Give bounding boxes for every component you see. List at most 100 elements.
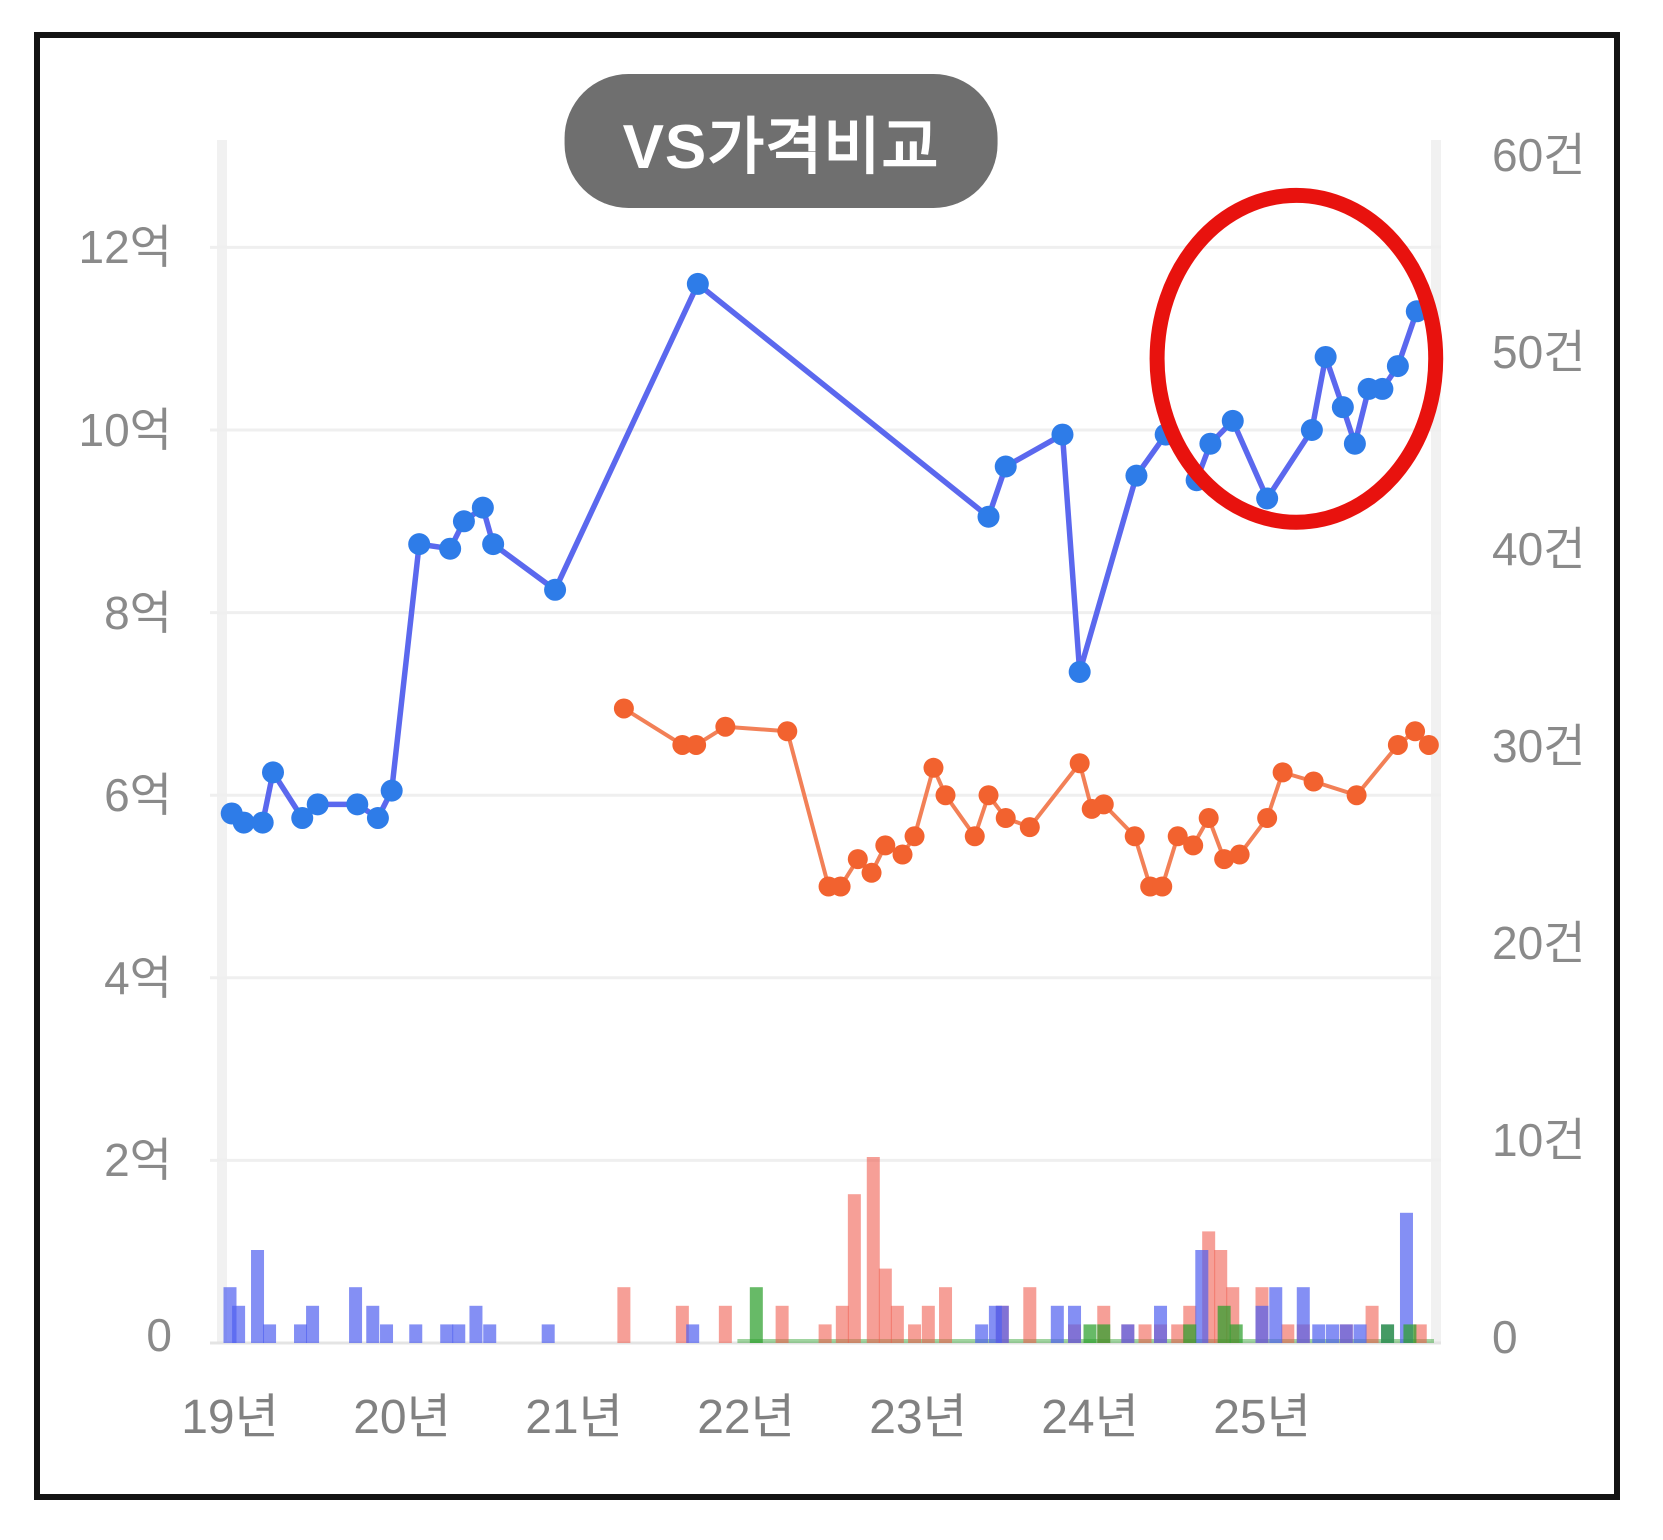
orange-price-line-marker <box>995 808 1016 829</box>
orange-price-line-marker <box>935 785 956 806</box>
x-axis-year-label: 23년 <box>869 1391 967 1444</box>
image-border-frame <box>34 32 1620 1500</box>
blue-bars-bar <box>686 1324 700 1343</box>
orange-price-line-marker <box>978 785 999 806</box>
blue-price-line-marker <box>1343 432 1366 455</box>
blue-price-line-marker <box>1300 419 1323 441</box>
blue-price-line-marker <box>452 510 475 533</box>
red-bars-bar <box>835 1305 849 1343</box>
orange-price-line-marker <box>1167 826 1188 847</box>
blue-bars-bar <box>232 1305 246 1343</box>
red-bars-bar <box>921 1305 935 1343</box>
blue-price-line-marker <box>1371 377 1394 400</box>
x-axis-year-label: 25년 <box>1213 1391 1311 1444</box>
orange-price-line-marker <box>613 698 634 719</box>
blue-bars-bar <box>975 1324 989 1343</box>
orange-price-line-marker <box>1346 785 1367 806</box>
blue-bars-bar <box>483 1324 497 1343</box>
green-bars-bar <box>1183 1324 1197 1343</box>
orange-price-line-marker <box>1124 826 1145 847</box>
blue-bars-bar <box>1326 1324 1340 1343</box>
orange-price-line-marker <box>1272 762 1293 783</box>
plot-left-edge-band <box>217 140 227 1343</box>
blue-price-line-marker <box>251 811 274 834</box>
blue-bars-bar <box>1050 1305 1064 1343</box>
blue-bars-bar <box>251 1250 265 1343</box>
x-axis-year-label: 20년 <box>353 1391 451 1444</box>
blue-bars-bar <box>1195 1250 1209 1343</box>
blue-price-line-marker <box>1221 409 1244 432</box>
blue-bars-bar <box>1353 1324 1367 1343</box>
blue-bars-bar <box>1339 1324 1353 1343</box>
orange-price-line-marker <box>1257 808 1278 829</box>
blue-bars-bar <box>306 1305 320 1343</box>
blue-bars-bar <box>995 1305 1009 1343</box>
green-bars-bar <box>1097 1324 1111 1343</box>
y-axis-right-label: 60건 <box>1492 129 1586 181</box>
blue-bars-bar <box>1269 1287 1283 1343</box>
blue-price-line-marker <box>366 807 389 830</box>
y-axis-right-label: 20건 <box>1492 917 1586 969</box>
orange-price-line-marker <box>847 849 868 870</box>
y-axis-right-label: 50건 <box>1492 326 1586 378</box>
blue-bars-bar <box>440 1324 454 1343</box>
red-bars-bar <box>890 1305 904 1343</box>
blue-price-line-marker <box>232 811 255 834</box>
blue-price-line-marker <box>1199 432 1222 455</box>
y-axis-left-label: 0 <box>146 1309 172 1361</box>
y-axis-right-label: 10건 <box>1492 1114 1586 1166</box>
green-bars-bar <box>1381 1324 1395 1343</box>
blue-bars-bar <box>1154 1305 1168 1343</box>
blue-price-line-marker <box>1051 423 1074 446</box>
orange-price-line-marker <box>686 734 707 755</box>
blue-bars-bar <box>1255 1305 1269 1343</box>
blue-price-line-marker <box>1386 355 1409 378</box>
y-axis-right-label: 40건 <box>1492 523 1586 575</box>
y-axis-left-label: 2억 <box>104 1134 172 1187</box>
blue-price-line-marker <box>408 533 431 556</box>
blue-bars-bar <box>380 1324 394 1343</box>
orange-price-line-marker <box>1198 808 1219 829</box>
orange-price-line-marker <box>904 826 925 847</box>
red-bars-bar <box>908 1324 922 1343</box>
orange-price-line-marker <box>1418 734 1439 755</box>
orange-price-line-marker <box>777 721 798 742</box>
blue-bars-bar <box>452 1324 466 1343</box>
blue-bars-bar <box>1399 1212 1413 1343</box>
chart-title-pill: VS가격비교 <box>564 74 998 208</box>
orange-price-line-marker <box>1093 794 1114 815</box>
orange-price-line-marker <box>1387 734 1408 755</box>
blue-price-line-marker <box>262 761 284 784</box>
blue-bars-bar <box>541 1324 555 1343</box>
x-axis-year-label: 22년 <box>697 1391 795 1444</box>
blue-price-line-marker <box>544 578 567 601</box>
blue-bars-bar <box>263 1324 277 1343</box>
highlight-circle-annotation <box>1149 187 1444 530</box>
blue-bars-bar <box>349 1287 363 1343</box>
blue-bars-bar <box>409 1324 423 1343</box>
red-bars-bar <box>1413 1324 1427 1343</box>
orange-price-line-marker <box>1019 817 1040 838</box>
green-bars-bar <box>1403 1324 1417 1343</box>
blue-bars-bar <box>1312 1324 1326 1343</box>
red-bars-bar <box>866 1157 880 1343</box>
blue-price-line-marker <box>686 272 709 295</box>
x-axis-year-label: 21년 <box>525 1391 623 1444</box>
blue-price-line-marker <box>291 807 314 830</box>
orange-price-line-marker <box>1069 753 1090 774</box>
green-bars-bar <box>1217 1305 1231 1343</box>
orange-price-line-marker <box>861 862 882 883</box>
green-bars-bar <box>1083 1324 1097 1343</box>
red-bars-bar <box>775 1305 789 1343</box>
blue-price-line-marker <box>1068 660 1091 683</box>
blue-price-line-marker <box>1331 396 1354 419</box>
orange-price-line-marker <box>1214 849 1235 870</box>
blue-price-line-marker <box>994 455 1017 478</box>
red-bars-bar <box>1023 1287 1037 1343</box>
blue-price-line-marker <box>380 779 403 802</box>
orange-price-line-marker <box>892 844 913 865</box>
y-axis-left-label: 12억 <box>78 221 173 274</box>
y-axis-left-label: 10억 <box>78 404 173 456</box>
orange-price-line-marker <box>830 876 851 897</box>
